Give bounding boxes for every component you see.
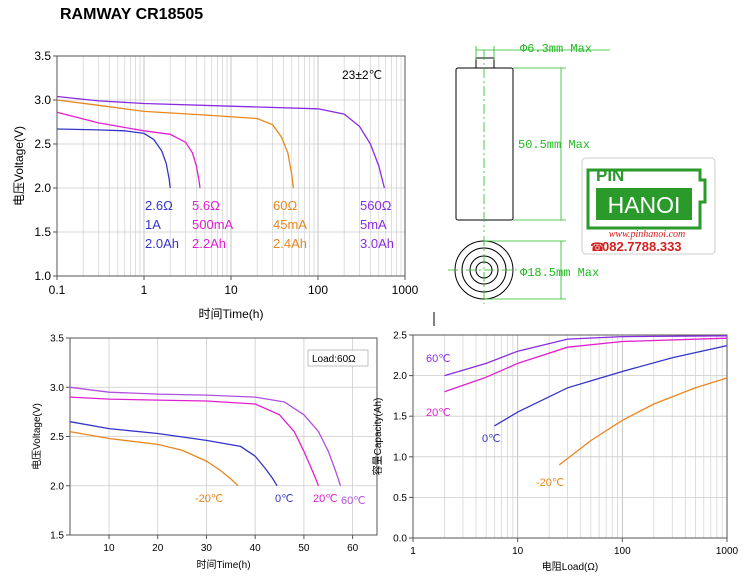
series-line: [444, 335, 728, 377]
series-line: [444, 337, 728, 393]
series-label: 45mA: [273, 217, 307, 232]
series-label: 1A: [145, 217, 161, 232]
series-label: 60Ω: [273, 198, 297, 213]
y-axis-label: 电压Voltage(V): [30, 403, 43, 470]
x-tick-label: 100: [308, 283, 328, 297]
annotation-box: [307, 349, 369, 367]
series-line: [56, 128, 171, 189]
x-tick-label: 1000: [392, 283, 419, 297]
battery-body: [455, 67, 514, 221]
series-label: 0℃: [482, 433, 500, 445]
y-axis-label: 容量Capacity(Ah): [371, 398, 384, 476]
series-line: [558, 377, 728, 466]
y-tick-label: 1.0: [393, 452, 407, 463]
x-axis-label: 电阻Load(Ω): [542, 560, 598, 573]
x-tick-label: 50: [298, 543, 310, 554]
y-tick-label: 3.5: [50, 334, 64, 345]
y-tick-label: 1.5: [393, 412, 407, 423]
series-label: 500mA: [192, 217, 234, 232]
x-tick-label: 40: [250, 543, 262, 554]
y-tick-label: 2.0: [50, 481, 64, 492]
y-tick-label: 2.0: [393, 371, 407, 382]
page-title: RAMWAY CR18505: [60, 6, 204, 23]
phone-icon: ☎: [590, 240, 605, 254]
x-tick-label: 0.1: [49, 283, 66, 297]
series-label: 20℃: [313, 493, 338, 505]
battery-top-cap: [475, 57, 495, 69]
series-line: [56, 111, 201, 189]
series-label: 5.6Ω: [192, 198, 220, 213]
x-tick-label: 60: [347, 543, 359, 554]
y-tick-label: 3.0: [34, 93, 51, 107]
series-line: [56, 99, 294, 189]
series-label: 5mA: [360, 217, 387, 232]
series-line: [69, 421, 278, 487]
chart-bottom-discharge-by-temperature: 10 20 30 40 50 60 1.5 2.0 2.5 3.0 3.5 时间Time(h) 电压Vo…: [30, 334, 378, 571]
logo-battery-outline: [586, 168, 707, 230]
chart-top-discharge-by-load: 0.1 1 10 100 1000 1.0 1.5 2.0 2.5 3.0 3.5 时间Time(h)…: [12, 49, 419, 321]
x-tick-label: 10: [224, 283, 238, 297]
series-label: 560Ω: [360, 198, 392, 213]
dim-diameter: Φ18.5mm Max: [520, 266, 599, 280]
series-label: -20℃: [195, 493, 223, 505]
logo-line1: PIN: [596, 166, 624, 185]
x-axis-label: 时间Time(h): [196, 558, 250, 571]
series-line: [69, 396, 320, 487]
x-axis-label: 时间Time(h): [199, 307, 264, 321]
series-label: 20℃: [426, 407, 451, 419]
chart-capacity-vs-load: 1 10 100 1000 0.0 0.5 1.0 1.5 2.0 2.5 电阻Load(Ω) 容量C…: [371, 331, 739, 574]
x-tick-label: 100: [614, 546, 631, 557]
series-label: 2.4Ah: [273, 236, 307, 251]
logo-url: www.pinhanoi.com: [609, 229, 685, 240]
y-tick-label: 2.5: [34, 137, 51, 151]
y-axis-label: 电压Voltage(V): [12, 126, 26, 206]
y-tick-label: 2.5: [50, 432, 64, 443]
y-tick-label: 0.0: [393, 534, 407, 545]
chart-annotation: Load:60Ω: [312, 354, 356, 365]
series-line: [56, 95, 386, 189]
y-tick-label: 0.5: [393, 493, 407, 504]
series-label: 0℃: [275, 493, 293, 505]
series-label: -20℃: [536, 477, 564, 489]
x-tick-label: 20: [152, 543, 164, 554]
plot-frame: [412, 334, 728, 539]
logo-phone: 082.7788.333: [602, 239, 682, 254]
series-label: 2.2Ah: [192, 236, 226, 251]
series-label: 2.0Ah: [145, 236, 179, 251]
y-tick-label: 1.0: [34, 269, 51, 283]
pinhanoi-logo: PIN HANOI www.pinhanoi.com ☎ 082.7788.33…: [581, 157, 716, 255]
y-tick-label: 1.5: [34, 225, 51, 239]
x-tick-label: 30: [201, 543, 213, 554]
battery-end-view: [448, 236, 566, 304]
x-tick-label: 10: [103, 543, 115, 554]
y-tick-label: 2.0: [34, 181, 51, 195]
y-tick-label: 3.0: [50, 383, 64, 394]
y-tick-label: 2.5: [393, 331, 407, 342]
series-label: 60℃: [341, 495, 366, 507]
x-tick-label: 1: [141, 283, 148, 297]
series-line: [69, 430, 239, 487]
series-label: 2.6Ω: [145, 198, 173, 213]
series-label: 60℃: [426, 353, 451, 365]
dim-height: 50.5mm Max: [518, 138, 590, 152]
series-line: [69, 386, 342, 487]
chart-annotation: 23±2℃: [342, 68, 382, 82]
x-tick-label: 1000: [716, 546, 739, 557]
series-line: [494, 344, 728, 427]
dim-top-diameter: Φ6.3mm Max: [520, 42, 592, 56]
y-tick-label: 1.5: [50, 531, 64, 542]
logo-line2: HANOI: [608, 192, 681, 218]
y-tick-label: 3.5: [34, 49, 51, 63]
x-tick-label: 1: [410, 546, 416, 557]
battery-dimension-drawing: Φ6.3mm Max 50.5mm Max Φ18.5mm Max: [448, 42, 610, 304]
series-label: 3.0Ah: [360, 236, 394, 251]
x-tick-label: 10: [512, 546, 524, 557]
